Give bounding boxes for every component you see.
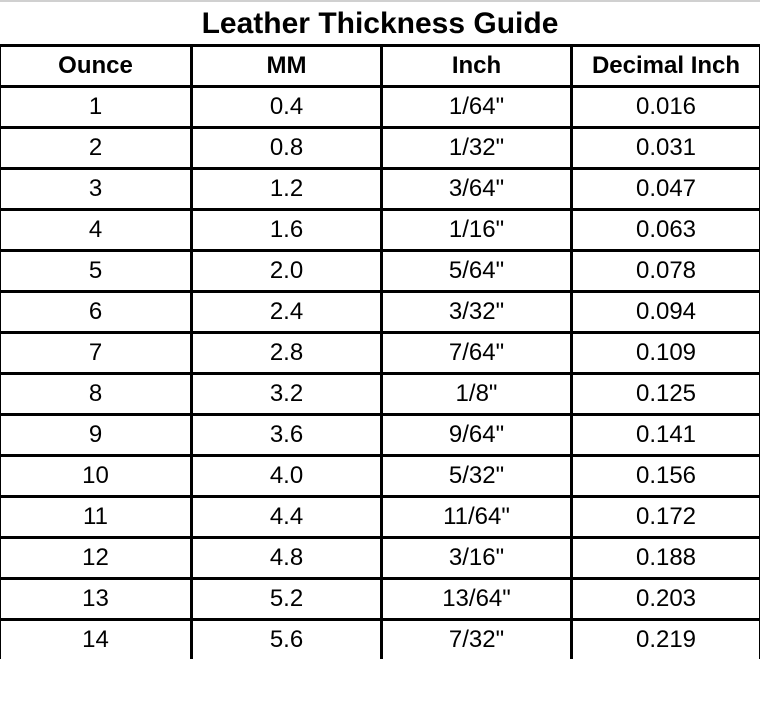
inch-cell: 7/32" bbox=[380, 618, 573, 659]
inch-cell: 13/64" bbox=[380, 577, 573, 621]
ounce-cell: 6 bbox=[0, 290, 193, 334]
table-row: 1 0.4 1/64" 0.016 bbox=[0, 85, 760, 129]
inch-cell: 11/64" bbox=[380, 495, 573, 539]
inch-cell: 7/64" bbox=[380, 331, 573, 375]
decimal-inch-cell: 0.188 bbox=[570, 536, 760, 580]
decimal-inch-cell: 0.109 bbox=[570, 331, 760, 375]
header-row: Ounce MM Inch Decimal Inch bbox=[0, 44, 760, 88]
inch-cell: 5/32" bbox=[380, 454, 573, 498]
decimal-inch-cell: 0.219 bbox=[570, 618, 760, 659]
decimal-inch-cell: 0.156 bbox=[570, 454, 760, 498]
header-ounce: Ounce bbox=[0, 44, 193, 88]
top-divider bbox=[0, 0, 760, 2]
decimal-inch-cell: 0.172 bbox=[570, 495, 760, 539]
mm-cell: 2.0 bbox=[190, 249, 383, 293]
table-row: 2 0.8 1/32" 0.031 bbox=[0, 126, 760, 170]
table-row: 7 2.8 7/64" 0.109 bbox=[0, 331, 760, 375]
mm-cell: 4.4 bbox=[190, 495, 383, 539]
mm-cell: 2.4 bbox=[190, 290, 383, 334]
table-row: 11 4.4 11/64" 0.172 bbox=[0, 495, 760, 539]
table-row: 13 5.2 13/64" 0.203 bbox=[0, 577, 760, 621]
mm-cell: 4.8 bbox=[190, 536, 383, 580]
ounce-cell: 4 bbox=[0, 208, 193, 252]
table-row: 10 4.0 5/32" 0.156 bbox=[0, 454, 760, 498]
decimal-inch-cell: 0.094 bbox=[570, 290, 760, 334]
header-mm: MM bbox=[190, 44, 383, 88]
mm-cell: 3.6 bbox=[190, 413, 383, 457]
decimal-inch-cell: 0.031 bbox=[570, 126, 760, 170]
decimal-inch-cell: 0.063 bbox=[570, 208, 760, 252]
inch-cell: 3/32" bbox=[380, 290, 573, 334]
inch-cell: 3/64" bbox=[380, 167, 573, 211]
ounce-cell: 12 bbox=[0, 536, 193, 580]
table-row: 3 1.2 3/64" 0.047 bbox=[0, 167, 760, 211]
mm-cell: 5.2 bbox=[190, 577, 383, 621]
table-row: 5 2.0 5/64" 0.078 bbox=[0, 249, 760, 293]
mm-cell: 2.8 bbox=[190, 331, 383, 375]
ounce-cell: 11 bbox=[0, 495, 193, 539]
ounce-cell: 14 bbox=[0, 618, 193, 659]
inch-cell: 1/32" bbox=[380, 126, 573, 170]
decimal-inch-cell: 0.125 bbox=[570, 372, 760, 416]
decimal-inch-cell: 0.203 bbox=[570, 577, 760, 621]
ounce-cell: 8 bbox=[0, 372, 193, 416]
thickness-table: Ounce MM Inch Decimal Inch 1 0.4 1/64" 0.01… bbox=[0, 44, 760, 659]
mm-cell: 3.2 bbox=[190, 372, 383, 416]
decimal-inch-cell: 0.016 bbox=[570, 85, 760, 129]
ounce-cell: 1 bbox=[0, 85, 193, 129]
inch-cell: 9/64" bbox=[380, 413, 573, 457]
table-row: 4 1.6 1/16" 0.063 bbox=[0, 208, 760, 252]
header-inch: Inch bbox=[380, 44, 573, 88]
table-row: 6 2.4 3/32" 0.094 bbox=[0, 290, 760, 334]
inch-cell: 1/8" bbox=[380, 372, 573, 416]
mm-cell: 1.2 bbox=[190, 167, 383, 211]
mm-cell: 4.0 bbox=[190, 454, 383, 498]
inch-cell: 3/16" bbox=[380, 536, 573, 580]
table-row: 9 3.6 9/64" 0.141 bbox=[0, 413, 760, 457]
mm-cell: 0.4 bbox=[190, 85, 383, 129]
table-row: 12 4.8 3/16" 0.188 bbox=[0, 536, 760, 580]
ounce-cell: 2 bbox=[0, 126, 193, 170]
page-title: Leather Thickness Guide bbox=[201, 7, 559, 40]
table-row: 14 5.6 7/32" 0.219 bbox=[0, 618, 760, 659]
inch-cell: 1/64" bbox=[380, 85, 573, 129]
ounce-cell: 3 bbox=[0, 167, 193, 211]
table-row: 8 3.2 1/8" 0.125 bbox=[0, 372, 760, 416]
mm-cell: 1.6 bbox=[190, 208, 383, 252]
ounce-cell: 10 bbox=[0, 454, 193, 498]
decimal-inch-cell: 0.141 bbox=[570, 413, 760, 457]
decimal-inch-cell: 0.047 bbox=[570, 167, 760, 211]
decimal-inch-cell: 0.078 bbox=[570, 249, 760, 293]
inch-cell: 1/16" bbox=[380, 208, 573, 252]
ounce-cell: 13 bbox=[0, 577, 193, 621]
ounce-cell: 5 bbox=[0, 249, 193, 293]
inch-cell: 5/64" bbox=[380, 249, 573, 293]
ounce-cell: 9 bbox=[0, 413, 193, 457]
mm-cell: 5.6 bbox=[190, 618, 383, 659]
header-decimal-inch: Decimal Inch bbox=[570, 44, 760, 88]
ounce-cell: 7 bbox=[0, 331, 193, 375]
mm-cell: 0.8 bbox=[190, 126, 383, 170]
